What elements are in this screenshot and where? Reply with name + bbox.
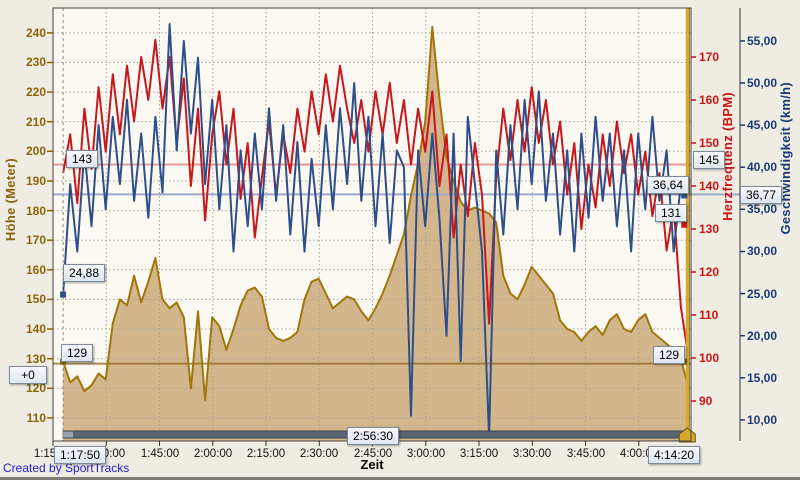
marker-point-speed-right [681,192,688,199]
panel-bottom-edge [0,477,800,480]
time-axis-title: Zeit [360,457,384,472]
selection-band-left-handle[interactable] [63,431,74,438]
altitude-series-line [62,26,689,402]
altitude-axis-title: Höhe (Meter) [3,158,18,242]
marker-point-speed-left [60,291,67,298]
speed-series-line [62,23,689,438]
marker-value-speed-left: 24,88 [63,264,106,282]
marker-value-speed-right: 36,64 [647,176,690,194]
marker-point-heartrate-right [681,221,688,228]
speed-axis-title: Geschwindigkeit (km/h) [778,82,793,235]
altitude-area-fill [63,27,688,441]
average-heartrate-badge: 145 [693,151,726,169]
average-speed-badge: 36,77 [740,186,783,204]
selection-end-time-badge[interactable]: 4:14:20 [648,446,701,464]
marker-value-altitude-left: 129 [61,344,94,362]
marker-value-heartrate-right: 131 [655,204,688,222]
selection-duration-badge: 2:56:30 [347,427,400,445]
elevation-gain-badge: +0 [9,366,47,384]
marker-value-heartrate-left: 143 [66,150,99,168]
marker-value-altitude-right: 129 [653,346,686,364]
created-by-watermark: Created by SportTracks [3,461,130,475]
selection-start-time-badge[interactable]: 1:17:50 [54,446,107,464]
